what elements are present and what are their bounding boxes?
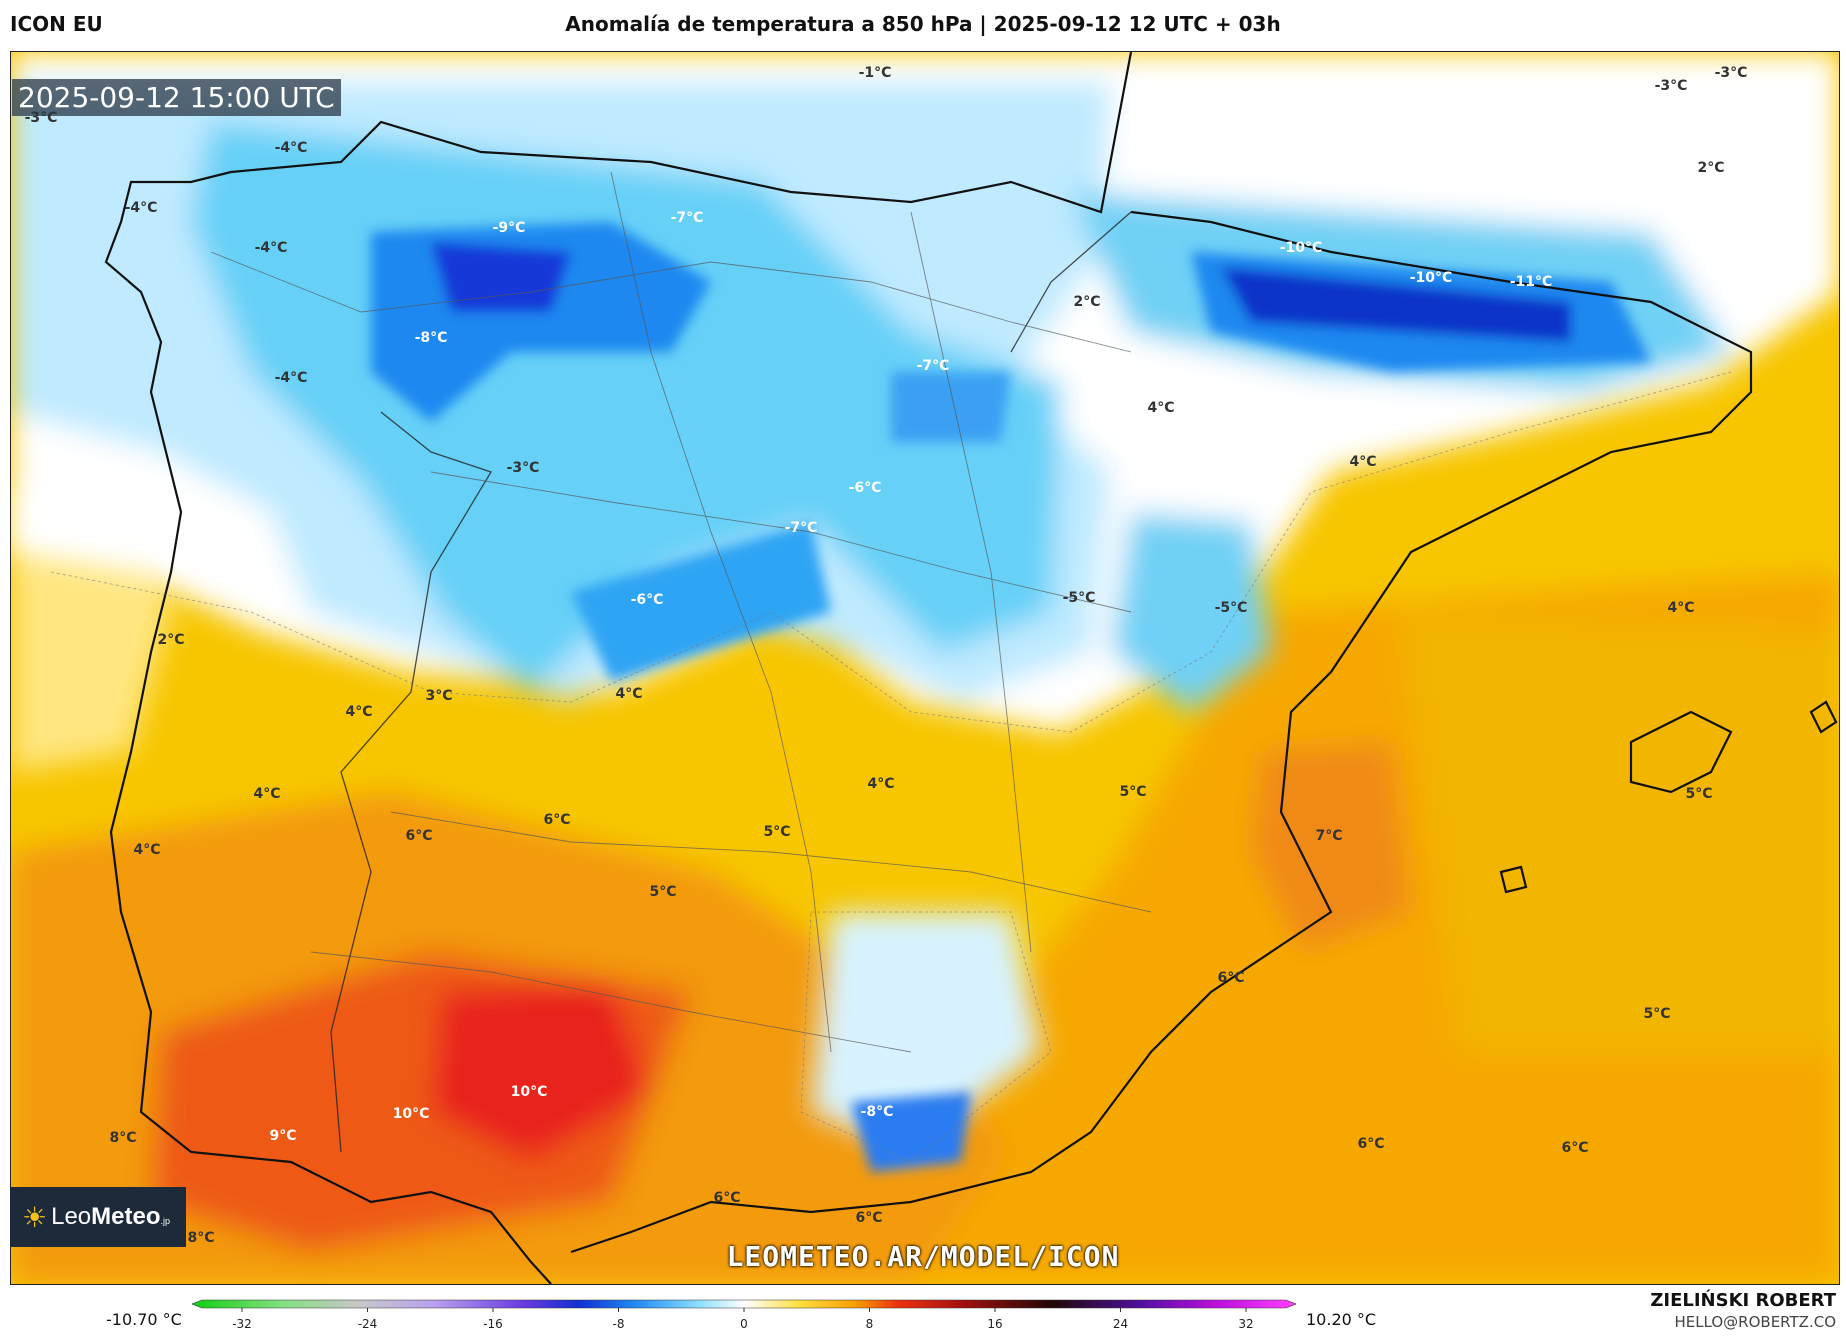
author-name: ZIELIŃSKI ROBERT	[1650, 1290, 1836, 1311]
model-name: ICON EU	[10, 12, 103, 36]
temperature-label: 5°C	[1119, 784, 1146, 800]
temperature-label: 4°C	[615, 686, 642, 702]
temperature-label: 5°C	[763, 824, 790, 840]
temperature-label: 6°C	[713, 1190, 740, 1206]
colorbar-tick-label: 0	[740, 1317, 748, 1331]
colorbar-max-label: 10.20 °C	[1306, 1310, 1377, 1329]
temperature-label: -5°C	[1215, 600, 1248, 616]
colorbar: -32 -24 -16 -8 0 8 16 24 32	[192, 1299, 1296, 1331]
country-borders	[330, 211, 1132, 1153]
valencia-orange-spot	[1251, 742, 1411, 952]
cold-core-sierra-nevada	[851, 1092, 971, 1172]
temperature-label: 5°C	[1685, 786, 1712, 802]
temperature-label: 2°C	[157, 632, 184, 648]
temperature-label: 4°C	[1147, 400, 1174, 416]
temperature-label: 4°C	[1667, 600, 1694, 616]
temperature-label: 9°C	[269, 1128, 296, 1144]
temperature-label: 4°C	[253, 786, 280, 802]
temperature-label: 6°C	[405, 828, 432, 844]
temperature-label: 5°C	[649, 884, 676, 900]
andalucia-hot-core	[431, 982, 651, 1162]
temperature-label: 6°C	[543, 812, 570, 828]
temperature-label: 8°C	[109, 1130, 136, 1146]
temperature-label: 2°C	[1073, 294, 1100, 310]
sun-icon: ☀	[22, 1200, 48, 1234]
logo-text: LeoMeteo.jp	[51, 1203, 171, 1230]
temperature-label: -5°C	[1063, 590, 1096, 606]
colorbar-tick-label: -24	[358, 1317, 378, 1331]
temperature-label: -7°C	[785, 520, 818, 536]
temperature-label: 4°C	[133, 842, 160, 858]
temperature-label: 6°C	[1561, 1140, 1588, 1156]
temperature-label: 6°C	[1217, 970, 1244, 986]
temperature-label: -9°C	[493, 220, 526, 236]
temperature-label: 2°C	[1697, 160, 1724, 176]
temperature-label: -11°C	[1510, 274, 1553, 290]
temperature-label: -8°C	[415, 330, 448, 346]
temperature-label: 10°C	[393, 1106, 430, 1122]
temperature-label: 4°C	[345, 704, 372, 720]
temperature-label: -10°C	[1280, 240, 1323, 256]
temperature-label: -3°C	[1715, 65, 1748, 81]
temperature-label: 6°C	[1357, 1136, 1384, 1152]
temperature-label: -7°C	[671, 210, 704, 226]
temperature-label: 6°C	[855, 1210, 882, 1226]
pale-zone-sierra	[811, 912, 1041, 1152]
region-borders	[210, 171, 1152, 1053]
colorbar-tick-label: 32	[1238, 1317, 1253, 1331]
colorbar-gradient	[192, 1299, 1296, 1309]
cold-core-pyrenees-deep	[1221, 267, 1571, 342]
colorbar-tick-label: -32	[232, 1317, 252, 1331]
valid-time-badge: 2025-09-12 15:00 UTC	[12, 79, 341, 116]
temperature-label: 4°C	[1349, 454, 1376, 470]
author-email: HELLO@ROBERTZ.CO	[1674, 1313, 1836, 1331]
blue-zone-iberian	[1111, 512, 1271, 712]
leometeo-logo: ☀ LeoMeteo.jp	[10, 1187, 186, 1247]
coastline	[104, 52, 1838, 1284]
temperature-label: -4°C	[275, 370, 308, 386]
temperature-label: -1°C	[859, 65, 892, 81]
header: ICON EU Anomalía de temperatura a 850 hP…	[0, 0, 1846, 50]
colorbar-tick-label: 16	[987, 1317, 1002, 1331]
temperature-label: 3°C	[425, 688, 452, 704]
temperature-label: 5°C	[1643, 1006, 1670, 1022]
temperature-label: -7°C	[917, 358, 950, 374]
colorbar-tick-label: 8	[866, 1317, 874, 1331]
temperature-label: -10°C	[1410, 270, 1453, 286]
temperature-label: 10°C	[511, 1084, 548, 1100]
temperature-label: -3°C	[507, 460, 540, 476]
cold-band-system-central	[571, 522, 831, 682]
temperature-label: 4°C	[867, 776, 894, 792]
temperature-label: 7°C	[1315, 828, 1342, 844]
colorbar-tick-label: -16	[483, 1317, 503, 1331]
temperature-labels: -1°C -3°C -3°C -3°C -4°C -4°C -4°C -4°C -9°C -7°C…	[25, 65, 1748, 1246]
map-canvas[interactable]: -1°C -3°C -3°C -3°C -4°C -4°C -4°C -4°C -9°C -7°C…	[10, 51, 1840, 1285]
temperature-label: -4°C	[255, 240, 288, 256]
colorbar-min-label: -10.70 °C	[106, 1310, 182, 1329]
temperature-anomaly-map: -1°C -3°C -3°C -3°C -4°C -4°C -4°C -4°C -9°C -7°C…	[11, 52, 1839, 1284]
chart-title: Anomalía de temperatura a 850 hPa | 2025…	[565, 12, 1281, 36]
temperature-label: -6°C	[849, 480, 882, 496]
cold-spot-central	[891, 372, 1011, 442]
cold-core-cantabria-deep	[431, 242, 571, 312]
temperature-label: -8°C	[861, 1104, 894, 1120]
colorbar-tick-label: -8	[613, 1317, 625, 1331]
colorbar-tick-label: 24	[1113, 1317, 1128, 1331]
temperature-label: -3°C	[1655, 78, 1688, 94]
temperature-label: -4°C	[125, 200, 158, 216]
watermark-url: LEOMETEO.AR/MODEL/ICON	[726, 1240, 1120, 1273]
temperature-label: -6°C	[631, 592, 664, 608]
temperature-label: -4°C	[275, 140, 308, 156]
mid-sea-zone	[1401, 612, 1839, 1052]
temperature-label: 8°C	[187, 1230, 214, 1246]
author-credit: ZIELIŃSKI ROBERT HELLO@ROBERTZ.CO	[1650, 1290, 1836, 1331]
zero-contour	[50, 371, 1732, 1163]
